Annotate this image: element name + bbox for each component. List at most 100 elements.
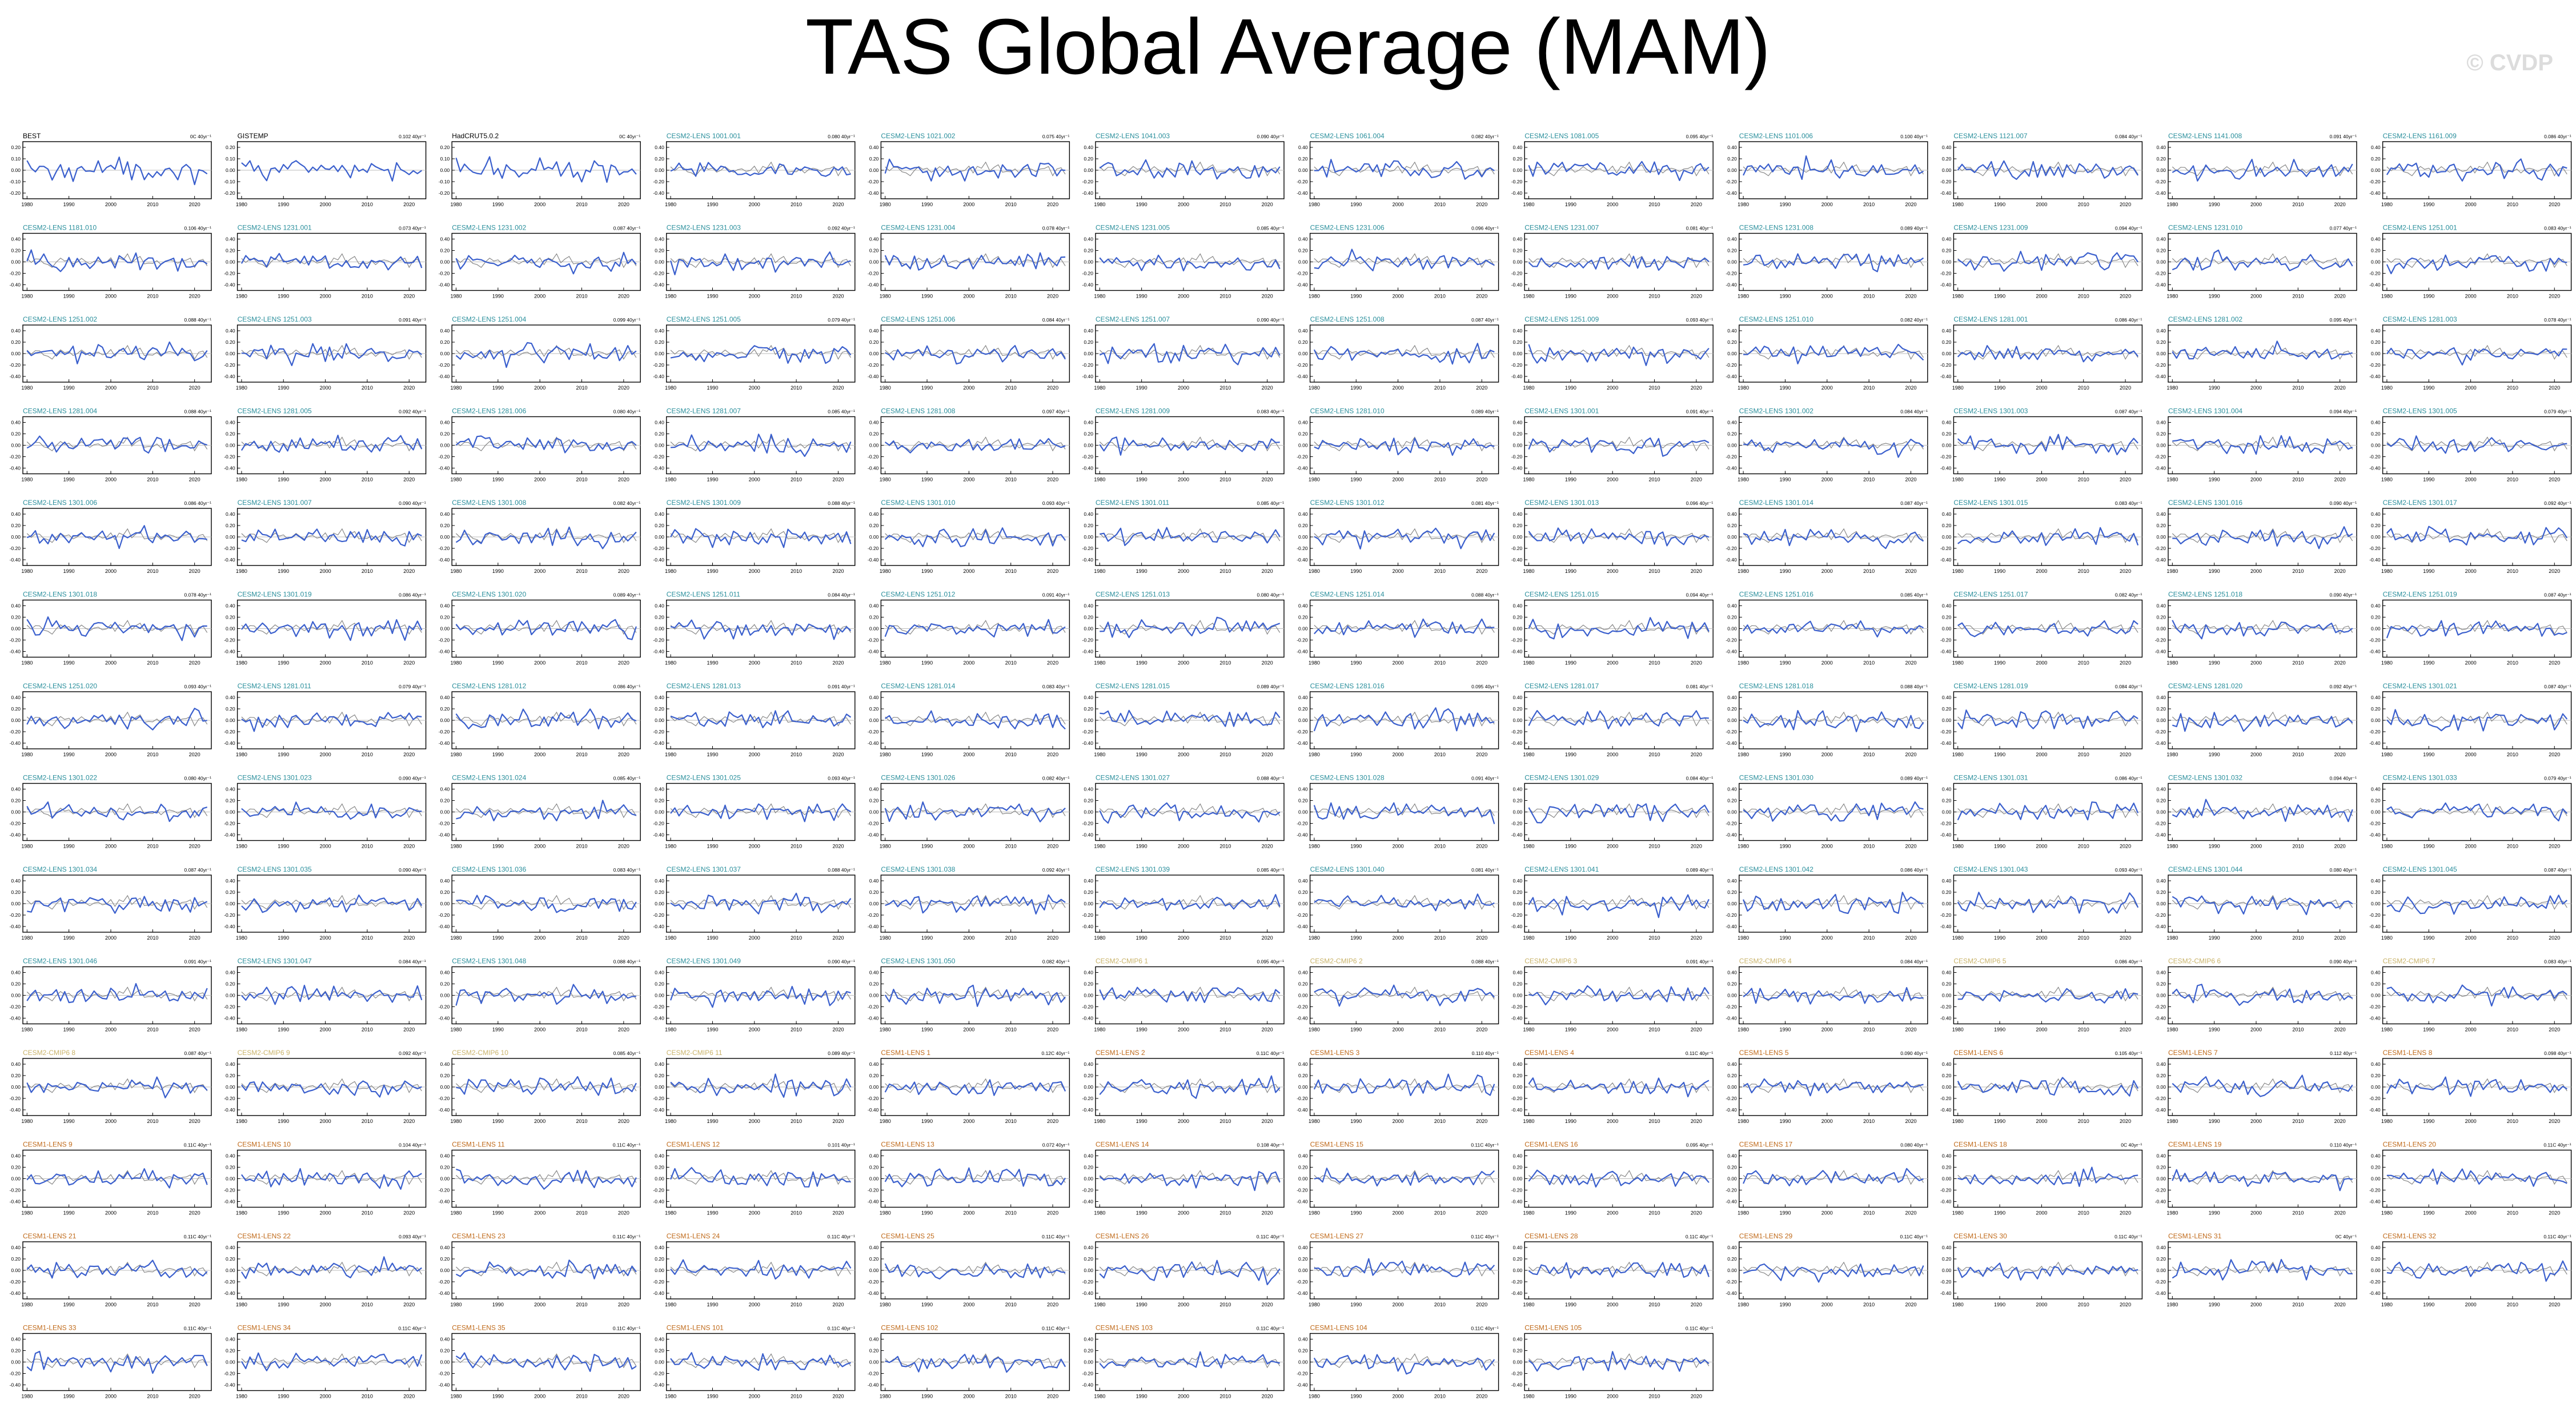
y-tick-label: 0.20	[226, 1348, 235, 1354]
x-tick-label: 1980	[665, 202, 676, 207]
x-tick-label: 2020	[403, 1302, 415, 1307]
series-line	[240, 434, 423, 453]
x-tick-label: 2010	[576, 1210, 588, 1216]
y-tick-label: 0.00	[2371, 626, 2381, 632]
panel-trend: 0.11C 40yr⁻¹	[1257, 1326, 1284, 1331]
y-tick-label: -0.40	[868, 649, 879, 655]
y-tick-label: 0.20	[655, 615, 664, 620]
y-tick-label: 0.40	[655, 1153, 664, 1159]
y-tick-label: -0.20	[224, 1188, 235, 1193]
y-tick-label: 0.00	[869, 717, 879, 723]
x-tick-label: 1980	[880, 294, 891, 299]
y-tick-label: -0.20	[1726, 271, 1737, 276]
panel: CESM2-CMIP6 3 0.091 40yr⁻¹0.400.200.00-0.…	[1511, 957, 1714, 1033]
panel-trend: 0.088 40yr⁻¹	[613, 959, 641, 965]
panel: CESM2-LENS 1251.005 0.079 40yr⁻¹0.400.200…	[653, 315, 856, 391]
panel-label: CESM2-LENS 1281.016	[1310, 682, 1385, 690]
x-tick-label: 2000	[1178, 568, 1189, 574]
x-tick-label: 2020	[1476, 202, 1487, 207]
x-tick-label: 2010	[2078, 935, 2089, 941]
x-tick-label: 2020	[2549, 294, 2560, 299]
x-tick-label: 1980	[21, 1394, 33, 1399]
y-tick-label: 0.00	[2156, 809, 2166, 815]
panel: CESM2-LENS 1301.024 0.085 40yr⁻¹0.400.200…	[439, 774, 641, 849]
y-tick-label: 0.00	[2156, 717, 2166, 723]
y-tick-label: -0.20	[10, 637, 21, 643]
y-tick-label: -0.40	[224, 1107, 235, 1113]
x-tick-label: 1980	[1952, 1027, 1964, 1033]
x-tick-label: 1980	[21, 935, 33, 941]
x-tick-label: 2000	[320, 660, 331, 666]
panel-trend: 0.082 40yr⁻¹	[1900, 317, 1928, 323]
y-tick-label: 0.20	[2156, 339, 2166, 345]
panel: CESM2-LENS 1231.010 0.077 40yr⁻¹0.400.200…	[2155, 224, 2357, 299]
series-line	[2172, 984, 2353, 1006]
x-tick-label: 2020	[2549, 477, 2560, 483]
x-tick-label: 2020	[2120, 294, 2131, 299]
reference-line	[1099, 894, 1281, 910]
panel: CESM1-LENS 101 0.11C 40yr⁻¹0.400.200.00-0…	[653, 1324, 856, 1399]
panel-label: CESM2-LENS 1281.012	[452, 682, 526, 690]
x-tick-label: 1980	[2166, 1118, 2178, 1124]
series-line	[455, 156, 637, 183]
x-tick-label: 2020	[189, 1118, 200, 1124]
y-tick-label: 0.20	[11, 339, 21, 345]
series-line	[1528, 894, 1710, 918]
x-tick-label: 2000	[2036, 660, 2047, 666]
x-tick-label: 1990	[1350, 844, 1362, 849]
x-tick-label: 2000	[534, 1027, 545, 1033]
x-tick-label: 2010	[1863, 1027, 1875, 1033]
x-tick-label: 1980	[1738, 1210, 1749, 1216]
panel-trend: 0.089 40yr⁻¹	[1471, 409, 1499, 415]
y-tick-label: 0.20	[226, 889, 235, 895]
x-tick-label: 2010	[147, 935, 158, 941]
x-tick-label: 1980	[1738, 1118, 1749, 1124]
y-tick-label: 0.40	[1084, 1061, 1093, 1067]
x-tick-label: 2020	[1476, 1210, 1487, 1216]
reference-line	[1957, 620, 2138, 635]
y-tick-label: -0.20	[224, 454, 235, 460]
y-tick-label: 0.20	[655, 1256, 664, 1262]
x-tick-label: 1980	[1094, 202, 1105, 207]
series-line	[1528, 1351, 1710, 1372]
series-line	[1313, 802, 1495, 824]
panel-label: BEST	[23, 132, 41, 140]
panel: CESM2-LENS 1251.018 0.090 40yr⁻¹0.400.200…	[2155, 591, 2357, 666]
series-line	[26, 708, 207, 731]
y-tick-label: -0.40	[439, 649, 450, 655]
panel-label: CESM2-LENS 1301.030	[1739, 774, 1813, 782]
y-tick-label: 0.00	[869, 534, 879, 540]
y-tick-label: 0.20	[1942, 156, 1952, 162]
y-tick-label: -0.40	[1082, 740, 1094, 746]
panel: CESM2-LENS 1281.002 0.095 40yr⁻¹0.400.200…	[2155, 315, 2357, 391]
reference-line	[670, 711, 852, 727]
y-tick-label: -0.20	[653, 362, 664, 368]
panel-label: CESM1-LENS 8	[2383, 1049, 2433, 1057]
series-line	[1743, 1168, 1924, 1186]
panel-trend: 0.092 40yr⁻¹	[2330, 684, 2357, 689]
panel-label: CESM2-LENS 1301.013	[1524, 499, 1599, 507]
y-tick-label: -0.20	[1082, 271, 1094, 276]
y-tick-label: -0.20	[1082, 821, 1094, 827]
x-tick-label: 1980	[665, 1394, 676, 1399]
panel-label: CESM1-LENS 11	[452, 1141, 505, 1149]
x-tick-label: 1980	[1309, 660, 1320, 666]
x-tick-label: 1990	[2423, 477, 2434, 483]
y-tick-label: 0.00	[1727, 1176, 1737, 1182]
x-tick-label: 2020	[189, 752, 200, 757]
y-tick-label: -0.40	[653, 557, 664, 563]
y-tick-label: 0.40	[869, 420, 879, 426]
y-tick-label: 0.20	[2156, 981, 2166, 987]
x-tick-label: 1980	[1952, 294, 1964, 299]
x-tick-label: 2010	[147, 477, 158, 483]
x-tick-label: 1980	[2381, 202, 2393, 207]
y-tick-label: 0.20	[1084, 798, 1093, 804]
x-tick-label: 1980	[1094, 935, 1105, 941]
y-tick-label: 0.00	[11, 259, 21, 265]
y-tick-label: -0.20	[2155, 545, 2166, 551]
y-tick-label: -0.20	[1726, 1188, 1737, 1193]
panel-trend: 0.100 40yr⁻¹	[1900, 134, 1928, 139]
x-tick-label: 2020	[2334, 202, 2346, 207]
x-tick-label: 2020	[1476, 935, 1487, 941]
x-tick-label: 2020	[1047, 1118, 1058, 1124]
